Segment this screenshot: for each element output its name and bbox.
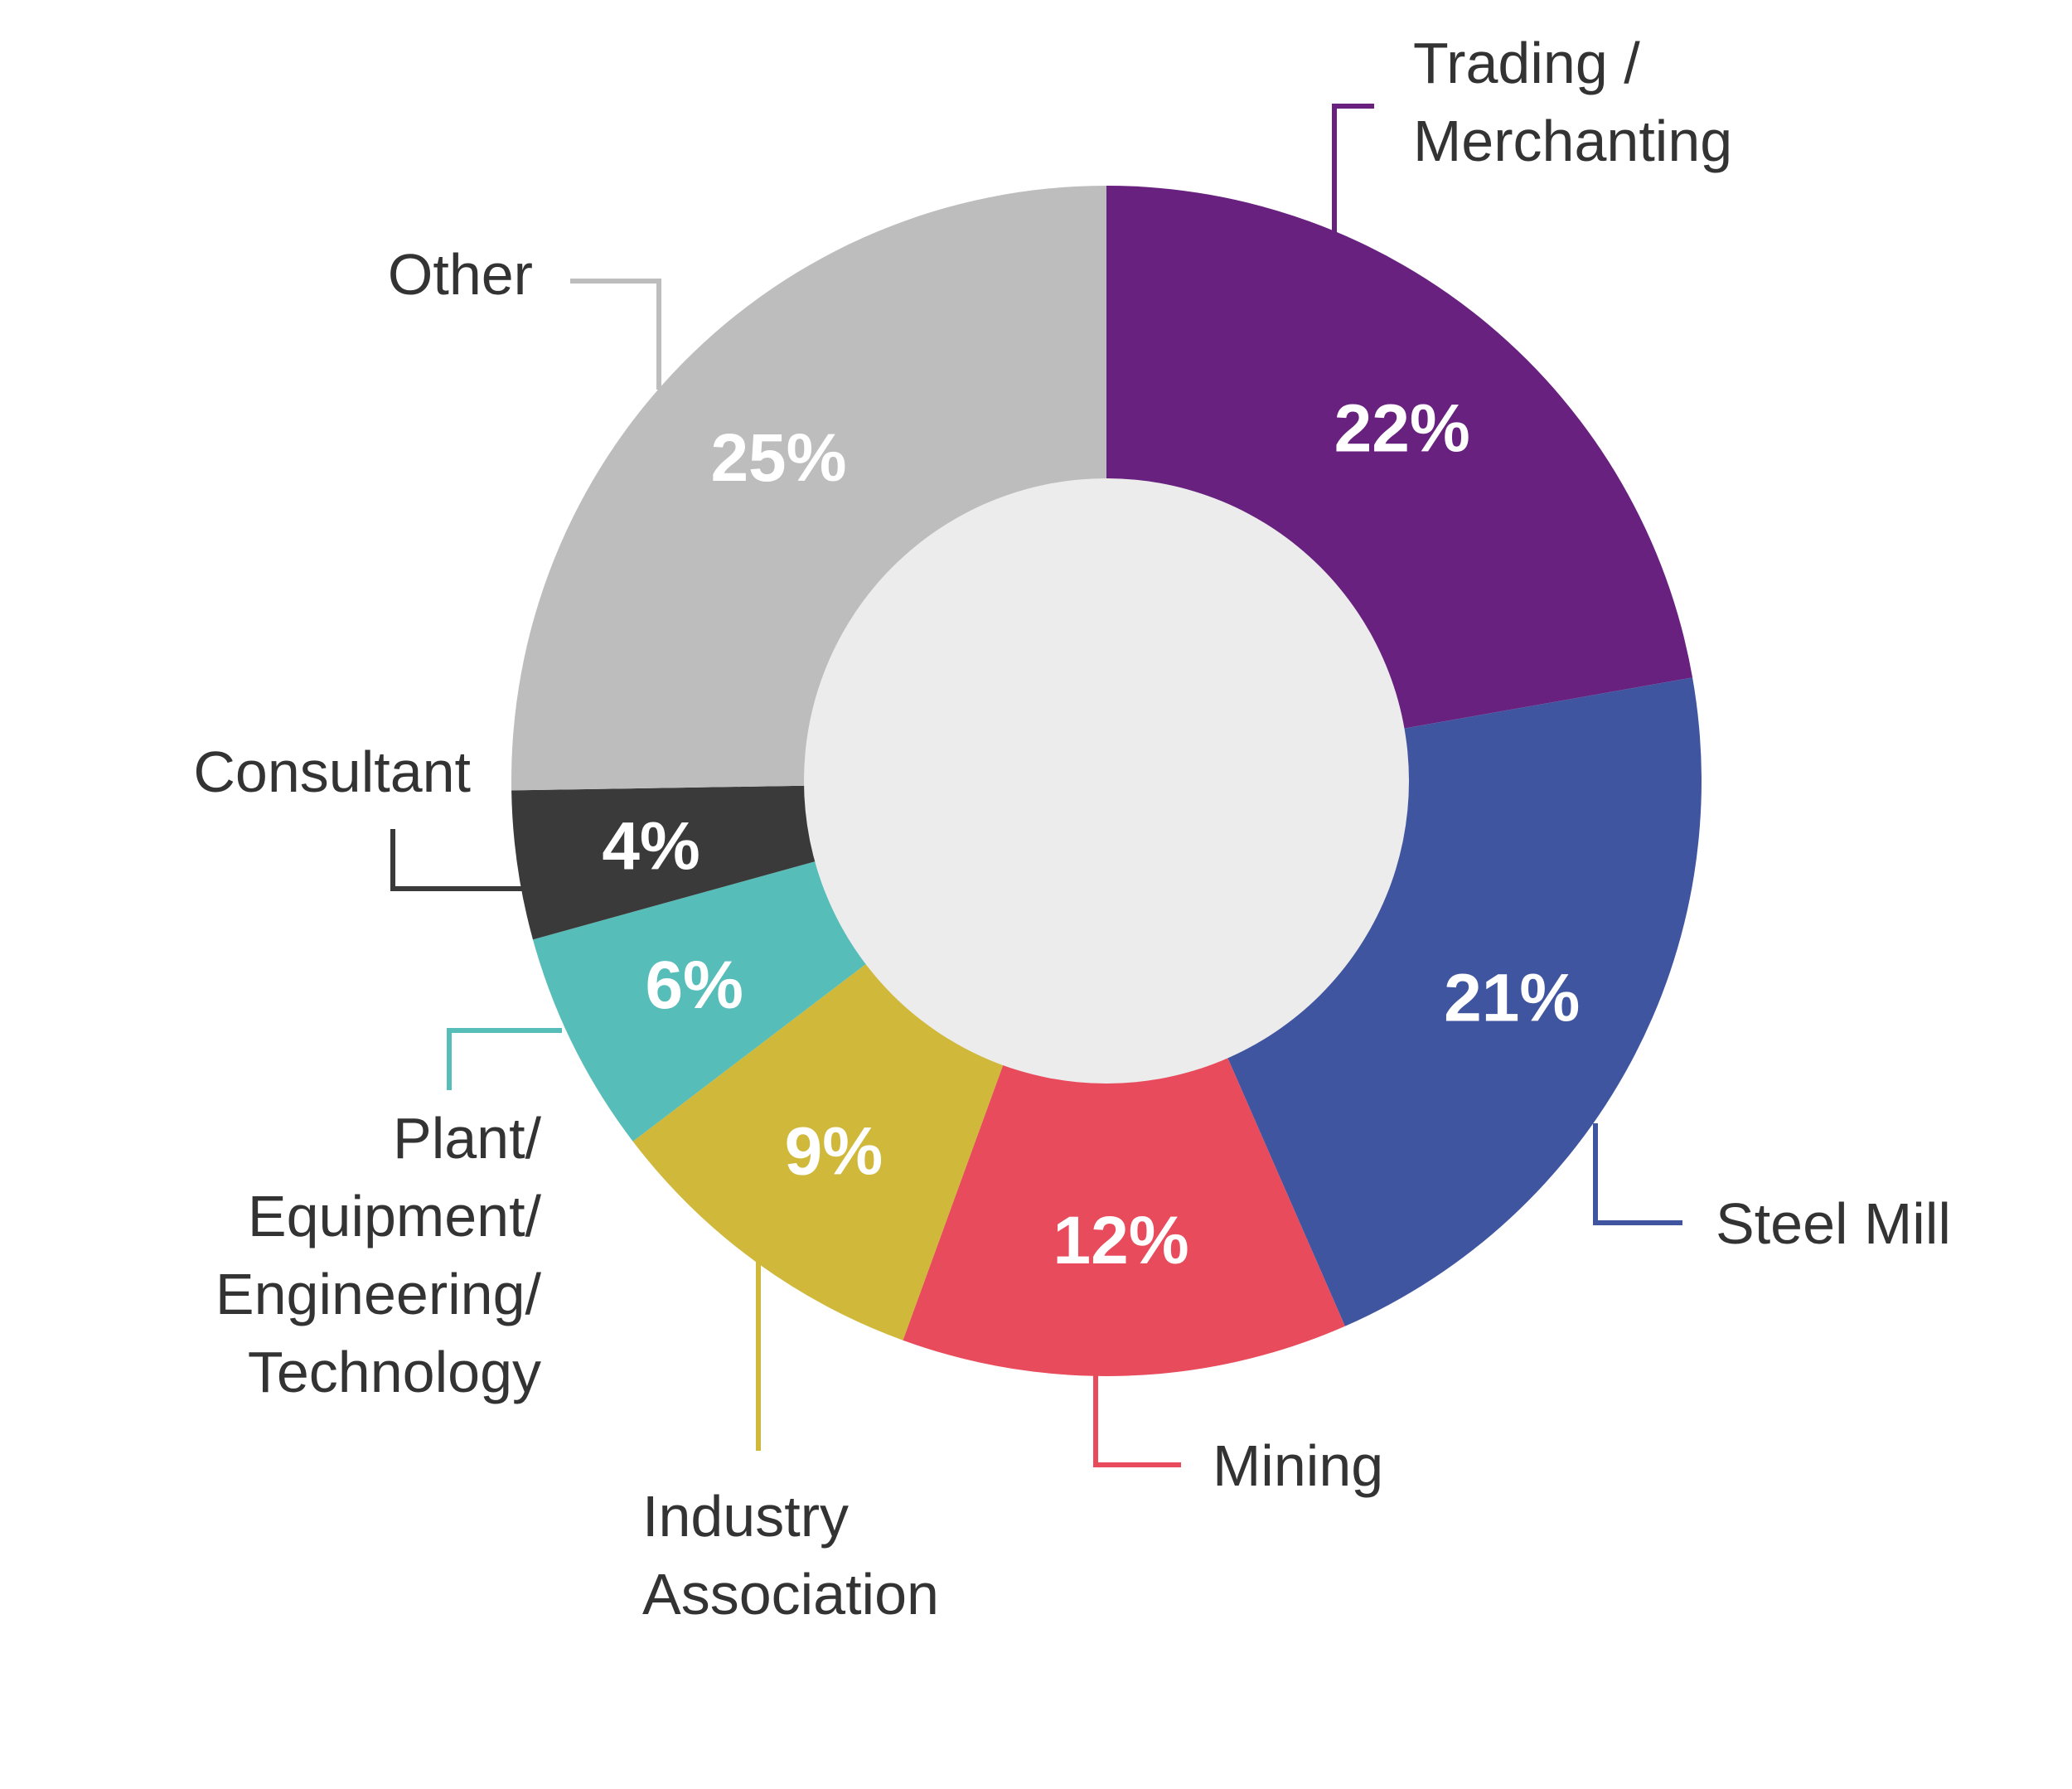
pct-label-trading-merchanting: 22% (1334, 390, 1470, 466)
leader-line-steel-mill (1593, 1123, 1682, 1225)
category-label-trading-merchanting: Trading / Merchanting (1413, 31, 1732, 173)
leader-line-plant-equipment-engineering-technology (447, 1028, 562, 1090)
category-label-line: Other (388, 242, 533, 307)
category-label-line: Consultant (193, 739, 471, 804)
leader-line-trading-merchanting (1332, 104, 1374, 233)
pct-label-steel-mill: 21% (1444, 961, 1580, 1036)
category-labels: Trading / Merchanting Steel Mill Mining Indu… (193, 31, 1951, 1627)
pct-label-plant-equipment-engineering-technology: 6% (645, 948, 743, 1023)
pct-label-industry-association: 9% (785, 1113, 884, 1189)
category-label-mining: Mining (1213, 1433, 1383, 1498)
category-label-line: Engineering/ (215, 1262, 542, 1326)
leader-lines (390, 104, 1682, 1467)
leader-line-other (570, 279, 661, 390)
category-label-line: Trading / (1413, 31, 1640, 95)
donut-center (804, 478, 1409, 1084)
category-label-industry-association: Industry Association (642, 1484, 939, 1627)
category-label-plant-equipment-engineering-technology: Plant/Equipment/Engineering/Technology (215, 1106, 542, 1404)
category-label-line: Plant/ (393, 1106, 542, 1171)
category-label-other: Other (388, 242, 533, 307)
percentage-labels: 22% 21% 12% 9% 6% 4% 25% (602, 390, 1580, 1278)
pct-label-other: 25% (710, 420, 846, 496)
pct-label-mining: 12% (1053, 1203, 1189, 1278)
pct-label-consultant: 4% (602, 809, 700, 885)
category-label-steel-mill: Steel Mill (1716, 1191, 1951, 1256)
category-label-line: Mining (1213, 1433, 1383, 1498)
category-label-line: Industry (642, 1484, 849, 1549)
category-label-line: Merchanting (1413, 109, 1732, 173)
category-label-line: Association (642, 1562, 939, 1627)
category-label-line: Equipment/ (248, 1184, 542, 1248)
leader-line-mining (1093, 1374, 1181, 1467)
category-label-line: Technology (248, 1340, 541, 1404)
leader-line-consultant (390, 829, 522, 891)
category-label-line: Steel Mill (1716, 1191, 1951, 1256)
category-label-consultant: Consultant (193, 739, 471, 804)
